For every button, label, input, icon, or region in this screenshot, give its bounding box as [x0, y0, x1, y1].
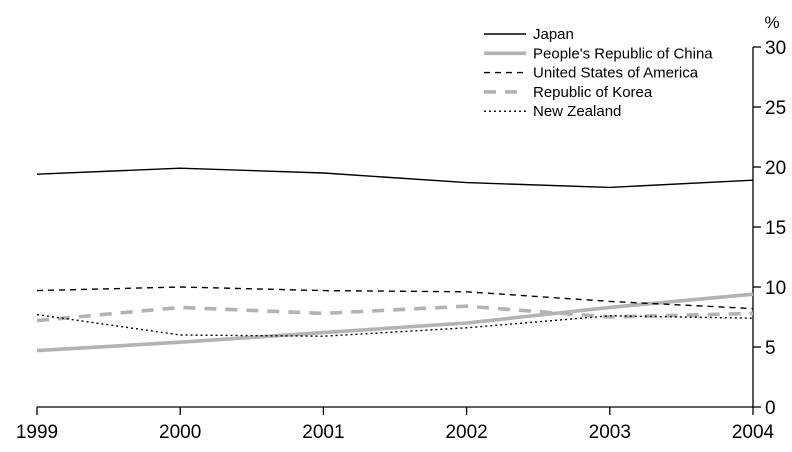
y-tick-label: 30: [765, 38, 786, 59]
axes: 1999 2000 2001 2002 2003 2004 0 5 10 15 20 25 30%: [16, 13, 786, 443]
legend-label: United States of America: [533, 65, 699, 82]
series-line: [36, 304, 754, 323]
legend-label: Republic of Korea: [533, 84, 653, 101]
series-line: [36, 313, 754, 337]
x-tick-label: 1999: [16, 422, 58, 443]
y-tick-label: 25: [765, 98, 786, 119]
y-tick-label: 15: [765, 218, 786, 239]
series-lines: [36, 167, 754, 353]
y-tick-label: 5: [765, 338, 776, 359]
legend-label: New Zealand: [533, 103, 621, 120]
x-tick-label: 2001: [302, 422, 344, 443]
x-tick-label: 2003: [589, 422, 631, 443]
x-tick-label: 2002: [445, 422, 487, 443]
y-tick-label: 10: [765, 278, 786, 299]
series-line: [36, 286, 754, 310]
legend-label: Japan: [533, 26, 574, 43]
legend-label: People's Republic of China: [533, 45, 713, 62]
y-axis-unit-label: %: [764, 13, 779, 32]
legend: Japan People's Republic of China United St…: [484, 26, 713, 120]
y-tick-label: 20: [765, 158, 786, 179]
series-line: [36, 167, 754, 189]
x-tick-label: 2004: [732, 422, 775, 443]
series-line: [36, 292, 754, 353]
x-tick-label: 2000: [159, 422, 201, 443]
y-tick-label: 0: [765, 398, 776, 419]
